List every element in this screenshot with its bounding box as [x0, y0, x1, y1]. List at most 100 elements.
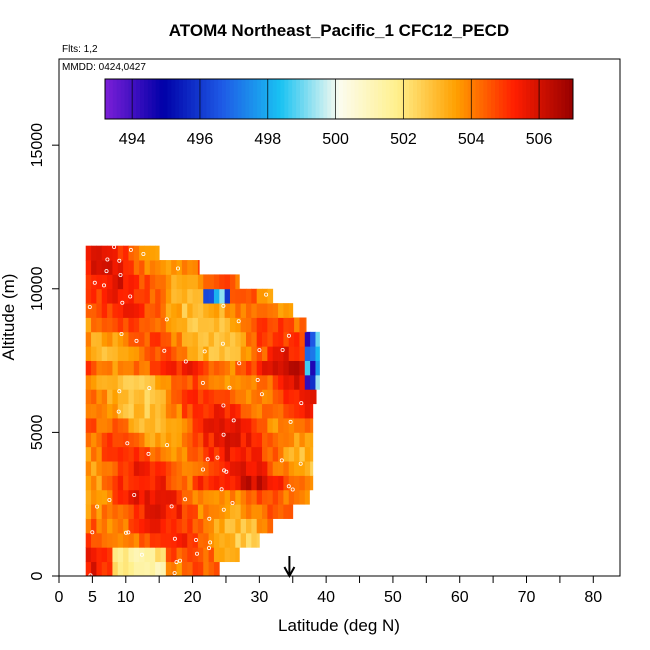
heatmap-cell: [283, 303, 290, 318]
heatmap-cell: [187, 547, 193, 563]
sample-point: [208, 540, 213, 545]
heatmap-cell: [96, 432, 103, 448]
heatmap-cell: [240, 504, 247, 519]
heatmap-cell: [278, 303, 284, 318]
heatmap-cell: [139, 532, 145, 548]
sample-point: [183, 497, 188, 502]
heatmap-cell: [197, 360, 204, 376]
heatmap-cell: [101, 374, 108, 390]
heatmap-cell: [240, 489, 247, 505]
heatmap-cell: [251, 374, 258, 390]
heatmap-cell: [197, 432, 204, 448]
colorbar-swatch: [510, 79, 515, 119]
heatmap-cell: [219, 475, 226, 491]
heatmap-cell: [123, 303, 129, 318]
colorbar-tick-label: 506: [526, 131, 553, 148]
colorbar-swatch: [487, 79, 492, 119]
heatmap-cell: [128, 475, 135, 491]
heatmap-cell: [288, 432, 295, 448]
heatmap-cell: [267, 331, 274, 347]
heatmap-cell: [267, 489, 274, 505]
heatmap-cell: [171, 504, 177, 519]
heatmap-cell: [176, 475, 183, 491]
heatmap-cell: [278, 317, 284, 333]
heatmap-cell: [256, 331, 263, 347]
heatmap-cell: [133, 403, 140, 419]
heatmap-cell: [133, 374, 140, 390]
heatmap-cell: [85, 489, 92, 505]
heatmap-cell: [187, 288, 193, 304]
heatmap-cell: [139, 475, 145, 491]
colorbar-swatch: [167, 79, 172, 119]
heatmap-cell: [208, 331, 215, 347]
heatmap-cell: [219, 346, 226, 361]
heatmap-cell: [91, 260, 97, 275]
heatmap-cell: [203, 360, 209, 376]
heatmap-cell: [315, 360, 320, 376]
heatmap-cell: [128, 346, 135, 361]
heatmap-cell: [101, 532, 108, 548]
heatmap-cell: [181, 446, 188, 462]
heatmap-cell: [155, 245, 160, 261]
heatmap-cell: [112, 403, 119, 419]
heatmap-cell: [208, 489, 215, 505]
heatmap-cell: [219, 518, 226, 534]
heatmap-cells: [85, 245, 320, 577]
heatmap-cell: [235, 360, 242, 376]
heatmap-cell: [117, 475, 124, 491]
heatmap-cell: [160, 303, 167, 318]
heatmap-cell: [96, 561, 103, 577]
heatmap-cell: [219, 403, 226, 419]
heatmap-cell: [235, 446, 242, 462]
heatmap-cell: [144, 317, 151, 333]
colorbar-swatch: [514, 79, 519, 119]
heatmap-cell: [256, 374, 263, 390]
heatmap-cell: [117, 360, 124, 376]
colorbar-swatch: [136, 79, 141, 119]
colorbar-swatch: [358, 79, 363, 119]
colorbar-swatch: [417, 79, 422, 119]
heatmap-cell: [139, 360, 145, 376]
heatmap-cell: [203, 346, 209, 361]
heatmap-cell: [240, 331, 247, 347]
heatmap-cell: [229, 303, 236, 318]
colorbar-swatch: [459, 79, 465, 119]
heatmap-cell: [160, 374, 167, 390]
heatmap-cell: [267, 446, 274, 462]
heatmap-cell: [283, 418, 290, 433]
heatmap-cell: [213, 547, 220, 563]
heatmap-cell: [96, 418, 103, 433]
heatmap-cell: [219, 374, 226, 390]
sample-point: [119, 331, 124, 336]
heatmap-cell: [224, 389, 231, 405]
heatmap-cell: [123, 532, 129, 548]
heatmap-cell: [272, 360, 279, 376]
heatmap-cell: [203, 547, 209, 563]
sample-point: [116, 409, 121, 414]
heatmap-cell: [96, 446, 103, 462]
heatmap-cell: [123, 489, 129, 505]
sample-point: [288, 419, 293, 424]
colorbar-swatch: [257, 79, 262, 119]
heatmap-cell: [107, 446, 113, 462]
heatmap-cell: [149, 547, 156, 563]
sample-point: [175, 266, 180, 271]
heatmap-cell: [123, 288, 129, 304]
heatmap-cell: [139, 547, 145, 563]
heatmap-cell: [101, 418, 108, 433]
heatmap-cell: [294, 418, 300, 433]
heatmap-cell: [251, 446, 258, 462]
heatmap-cell: [128, 504, 135, 519]
heatmap-cell: [219, 360, 226, 376]
y-axis-label: Altitude (m): [0, 274, 18, 361]
heatmap-cell: [262, 403, 268, 419]
heatmap-cell: [192, 561, 199, 577]
heatmap-cell: [91, 432, 97, 448]
colorbar-swatch: [436, 79, 441, 119]
heatmap-cell: [224, 461, 231, 476]
heatmap-cell: [107, 475, 113, 491]
heatmap-cell: [85, 504, 92, 519]
heatmap-cell: [288, 504, 294, 519]
heatmap-cell: [240, 532, 247, 548]
heatmap-cell: [149, 518, 156, 534]
